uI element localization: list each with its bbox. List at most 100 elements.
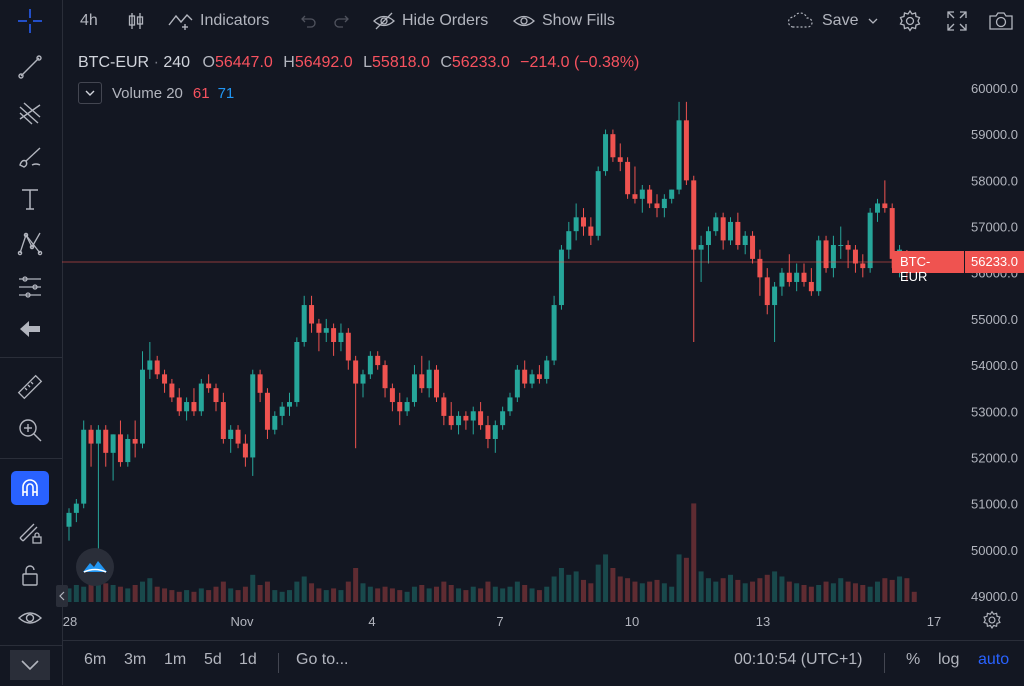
zoom-in-icon[interactable] xyxy=(11,413,49,447)
volume-bars xyxy=(66,503,917,602)
chevron-down-icon[interactable] xyxy=(10,650,50,680)
brush-icon[interactable] xyxy=(11,140,49,174)
candle xyxy=(66,508,72,541)
pitchfork-icon[interactable] xyxy=(11,96,49,130)
interval-button[interactable]: 4h xyxy=(80,8,98,34)
back-arrow-icon[interactable] xyxy=(11,312,49,346)
undo-button[interactable] xyxy=(298,8,324,34)
volume-bar xyxy=(382,586,388,602)
range-6m-button[interactable]: 6m xyxy=(84,651,107,668)
clock-label[interactable]: 00:10:54 (UTC+1) xyxy=(734,651,863,668)
symbol-name[interactable]: BTC-EUR xyxy=(78,54,150,71)
save-menu-button[interactable] xyxy=(866,8,886,34)
auto-toggle[interactable]: auto xyxy=(978,651,1010,668)
candle-body xyxy=(264,392,270,430)
crosshair-icon[interactable] xyxy=(11,4,49,38)
show-fills-label: Show Fills xyxy=(542,12,615,29)
range-5d-button[interactable]: 5d xyxy=(204,651,222,668)
fullscreen-button[interactable] xyxy=(946,8,974,34)
price-tick-label: 51000.0 xyxy=(971,497,1018,512)
collapse-button[interactable] xyxy=(78,82,102,104)
range-1m-button[interactable]: 1m xyxy=(164,651,187,668)
volume-bar xyxy=(654,579,660,602)
candle xyxy=(331,323,337,356)
settings-button[interactable] xyxy=(898,8,928,34)
hide-orders-button[interactable]: Hide Orders xyxy=(372,8,488,34)
price-axis[interactable]: 60000.059000.058000.057000.056000.055000… xyxy=(971,81,1018,604)
candle xyxy=(875,198,880,222)
unlock-icon[interactable] xyxy=(11,558,49,592)
candle-body xyxy=(823,240,829,269)
time-tick-label: Nov xyxy=(230,614,254,629)
candle-body xyxy=(757,258,763,278)
candle-body xyxy=(411,374,417,403)
percent-toggle[interactable]: % xyxy=(906,651,921,668)
candle-body xyxy=(801,272,807,282)
eye-icon xyxy=(513,15,535,27)
candle-body xyxy=(257,374,263,393)
volume-bar xyxy=(522,585,528,602)
lock-drawing-icon[interactable] xyxy=(11,515,49,549)
open-label: O xyxy=(202,54,215,71)
candle xyxy=(625,157,631,199)
candle xyxy=(860,254,866,278)
candle-body xyxy=(750,235,756,259)
candle-body xyxy=(316,323,322,333)
ruler-icon[interactable] xyxy=(11,370,49,404)
candle xyxy=(742,231,748,255)
last-price-symbol: BTC-EUR xyxy=(892,250,965,284)
price-chart[interactable]: 60000.059000.058000.057000.056000.055000… xyxy=(62,42,1024,640)
candle-body xyxy=(154,360,160,375)
volume-legend: Volume 20 61 71 xyxy=(78,82,234,104)
candle xyxy=(132,420,138,458)
indicators-button[interactable]: Indicators xyxy=(168,8,269,34)
save-button[interactable]: Save xyxy=(786,8,858,34)
volume-bar xyxy=(397,590,403,602)
high-label: H xyxy=(283,54,295,71)
candle xyxy=(448,402,454,430)
candle-body xyxy=(735,221,741,246)
goto-button[interactable]: Go to... xyxy=(296,651,349,668)
pattern-icon[interactable] xyxy=(11,226,49,260)
candle xyxy=(610,129,616,162)
magnet-icon[interactable] xyxy=(11,471,49,505)
axis-settings-button[interactable] xyxy=(982,610,1002,635)
volume-bar xyxy=(95,571,101,602)
chevron-left-icon xyxy=(59,591,65,601)
show-fills-button[interactable]: Show Fills xyxy=(512,8,615,34)
log-toggle[interactable]: log xyxy=(938,651,960,668)
trend-line-icon[interactable] xyxy=(11,50,49,84)
candle-body xyxy=(140,369,145,444)
screenshot-button[interactable] xyxy=(988,8,1020,34)
volume-bar xyxy=(661,583,667,602)
candle xyxy=(720,212,726,250)
redo-button[interactable] xyxy=(332,8,358,34)
candle xyxy=(551,295,557,366)
candle-body xyxy=(242,443,248,458)
candle-body xyxy=(551,305,557,361)
volume-bar xyxy=(794,583,800,602)
volume-bar xyxy=(610,568,616,602)
candle-body xyxy=(426,369,432,389)
time-axis[interactable]: 28 Nov 4 7 10 13 17 xyxy=(63,614,941,629)
candle-body xyxy=(294,342,300,403)
eye-icon[interactable] xyxy=(11,601,49,635)
range-1d-button[interactable]: 1d xyxy=(239,651,257,668)
volume-bar xyxy=(772,571,778,602)
candles xyxy=(66,101,910,583)
candle-body xyxy=(764,277,770,306)
candle xyxy=(757,249,763,296)
volume-bar xyxy=(389,588,395,602)
candle-body xyxy=(485,425,491,439)
scroll-left-button[interactable] xyxy=(56,585,68,607)
range-3m-button[interactable]: 3m xyxy=(124,651,147,668)
candle xyxy=(272,411,278,435)
logo[interactable] xyxy=(76,548,114,586)
candle-body xyxy=(661,198,667,209)
chart-type-button[interactable] xyxy=(126,8,152,34)
forecast-tools-icon[interactable] xyxy=(11,270,49,304)
volume-bar xyxy=(742,583,748,602)
text-tool-icon[interactable] xyxy=(11,182,49,216)
drawing-toolbar xyxy=(0,0,63,685)
volume-bar xyxy=(411,586,417,602)
